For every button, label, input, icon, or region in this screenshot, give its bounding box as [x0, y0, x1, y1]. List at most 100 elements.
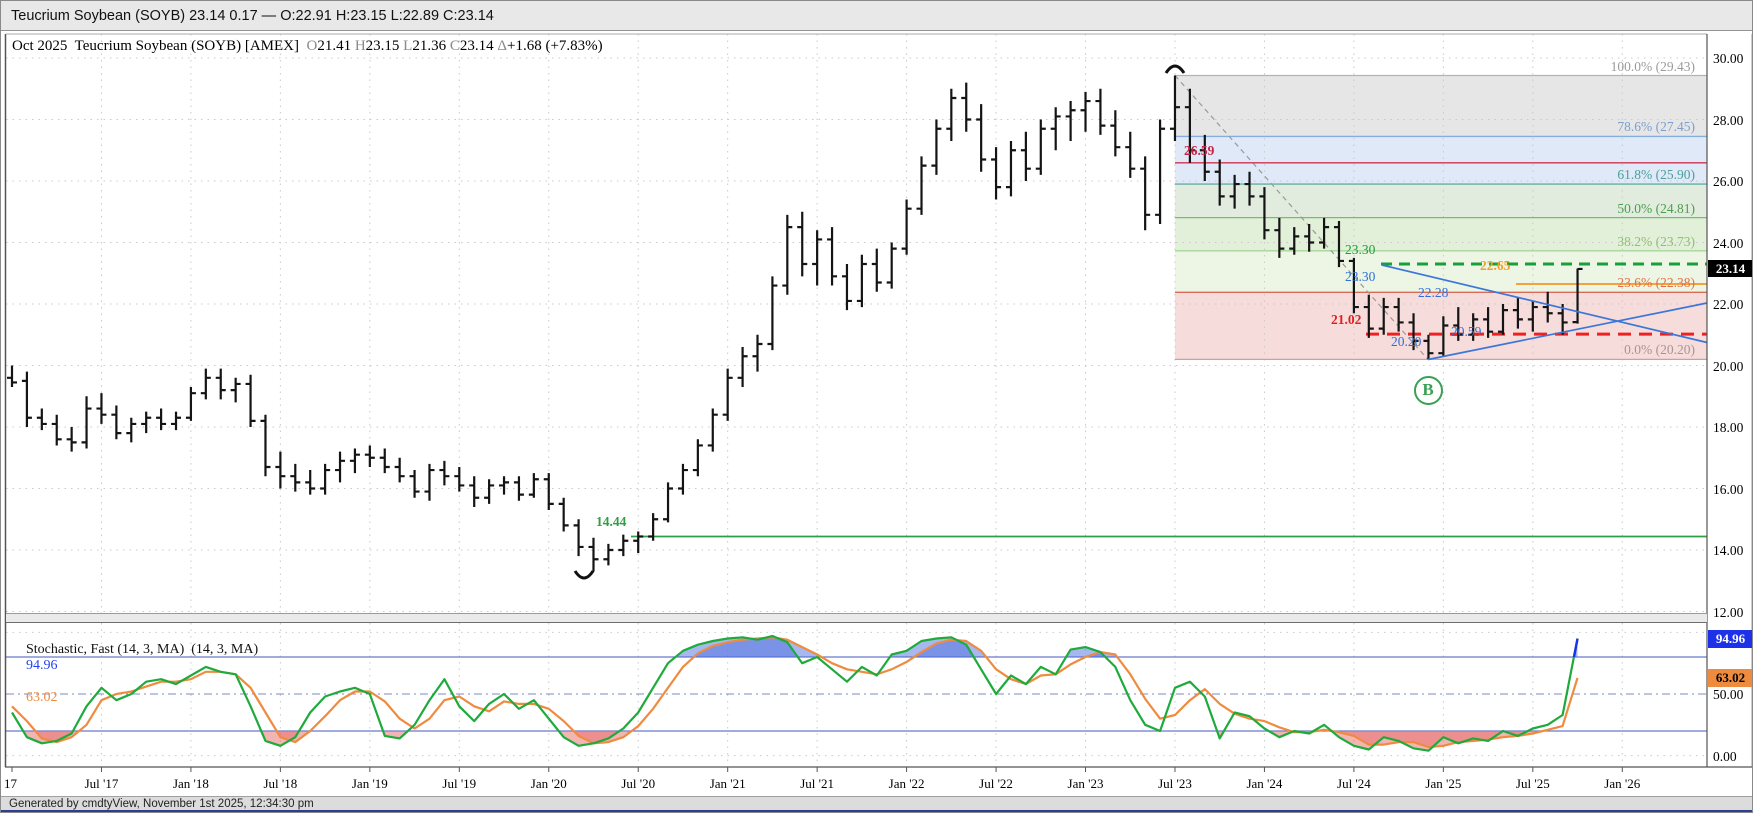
x-axis-label: Jul '23	[1158, 776, 1192, 791]
stoch-oversold-fill	[276, 731, 311, 743]
chart-header-segment: L	[403, 38, 413, 54]
x-axis-label: Jul '25	[1515, 776, 1550, 791]
chart-header-segment: C	[449, 38, 460, 54]
x-axis-label: Jan '18	[172, 776, 209, 791]
x-axis-label: Jan '26	[1604, 776, 1641, 791]
x-axis-label: Jul '20	[621, 776, 656, 791]
stoch-oversold-fill	[558, 731, 620, 746]
title-bar-text: Teucrium Soybean (SOYB) 23.14 0.17 — O:2…	[11, 7, 494, 24]
hline-21-02-label[interactable]: 21.02	[1331, 312, 1362, 327]
fibonacci-zone[interactable]	[1174, 75, 1707, 360]
price-axis-label: 14.00	[1713, 543, 1744, 558]
title-bar: Teucrium Soybean (SOYB) 23.14 0.17 — O:2…	[1, 1, 1752, 31]
trendline-price-20-20[interactable]: 20.20	[1391, 334, 1422, 349]
x-axis-label: Jan '19	[351, 776, 388, 791]
x-axis-label: Jul '18	[263, 776, 298, 791]
stochastic-legend[interactable]: Stochastic, Fast (14, 3, MA) (14, 3, MA)…	[12, 626, 262, 722]
bottom-accent-bar	[1, 810, 1752, 812]
stoch-k-line-tip	[1572, 638, 1579, 658]
footer-text: Generated by cmdtyView, November 1st 202…	[9, 797, 314, 810]
stoch-oversold-fill	[1268, 731, 1314, 738]
stoch-overbought-fill	[1085, 652, 1118, 657]
trendline-start-price[interactable]: 23.30	[1345, 269, 1376, 284]
legend-spacer	[26, 674, 30, 689]
stoch-oversold-fill	[1217, 731, 1224, 739]
x-axis-label: Jan '25	[1425, 776, 1462, 791]
fib-level-label: 23.6% (22.38)	[1617, 275, 1695, 291]
stoch-oversold-fill	[261, 731, 299, 746]
chart-header-segment: Teucrium Soybean (SOYB) [AMEX]	[67, 38, 307, 54]
hline-26-59-label[interactable]: 26.59	[1184, 143, 1215, 158]
x-axis-label: Jul '19	[442, 776, 477, 791]
chart-header-segment: 21.41	[317, 38, 355, 54]
chart-header: Oct 2025 Teucrium Soybean (SOYB) [AMEX] …	[12, 38, 603, 55]
x-axis-label: Jul '24	[1337, 776, 1371, 791]
x-axis-label: Jan '23	[1067, 776, 1104, 791]
price-axis-label: 30.00	[1713, 51, 1744, 66]
chart-header-segment: 23.15	[365, 38, 404, 54]
chart-header-segment: +1.68 (+7.83%)	[507, 38, 603, 54]
chart-header-segment: H	[354, 38, 366, 54]
fib-anchor-diagonal[interactable]	[1174, 75, 1429, 360]
stochastic-d-value: 63.02	[26, 690, 58, 705]
stoch-overbought-fill	[889, 637, 974, 657]
stoch-overbought-fill	[675, 636, 798, 657]
stoch-overbought-fill	[693, 637, 822, 657]
stochastic-k-value: 94.96	[26, 658, 58, 673]
stoch-oversold-fill	[35, 731, 80, 743]
fib-level-label: 61.8% (25.90)	[1617, 167, 1695, 183]
stoch-overbought-fill	[1574, 638, 1578, 657]
x-axis-label: Jul '22	[979, 776, 1013, 791]
last-price-badge: 23.14	[1708, 259, 1752, 277]
x-axis-label: Jul '21	[800, 776, 835, 791]
chart-header-segment: O	[306, 38, 318, 54]
x-axis-label: 17	[4, 776, 17, 791]
chart-header-segment: Oct 2025	[12, 38, 68, 54]
stoch-oversold-fill	[23, 731, 73, 744]
hline-14-44-label[interactable]: 14.44	[596, 514, 627, 529]
fib-level-label: 38.2% (23.73)	[1617, 233, 1695, 249]
stoch-oversold-fill	[573, 731, 632, 744]
hline-23-30-label[interactable]: 23.30	[1345, 242, 1376, 257]
x-axis-label: Jan '21	[709, 776, 746, 791]
chart-header-segment: 21.36	[412, 38, 450, 54]
trendline-price-20-59[interactable]: 20.59	[1451, 324, 1482, 339]
price-axis-label: 20.00	[1713, 358, 1744, 374]
price-axis-label: 18.00	[1713, 420, 1744, 435]
trendline-price-22-28[interactable]: 22.28	[1418, 285, 1449, 300]
x-axis-label: Jan '20	[530, 776, 567, 791]
stoch-overbought-fill	[914, 639, 987, 657]
fib-level-label: 78.6% (27.45)	[1617, 119, 1695, 135]
stochastic-legend-title: Stochastic, Fast (14, 3, MA) (14, 3, MA)	[26, 642, 262, 657]
stoch-oversold-fill	[383, 731, 408, 739]
stoch-oversold-fill	[1331, 731, 1543, 747]
chart-header-segment: Δ	[497, 38, 508, 54]
stoch-k-badge: 94.96	[1708, 629, 1752, 648]
footer-bar: Generated by cmdtyView, November 1st 202…	[1, 796, 1752, 810]
price-axis-label: 12.00	[1713, 604, 1744, 620]
price-axis-label: 24.00	[1713, 235, 1744, 251]
fibonacci-level-lines[interactable]	[1174, 74, 1707, 361]
stoch-oversold-fill	[1331, 731, 1528, 751]
stoch-axis-label: 0.00	[1713, 748, 1737, 764]
fib-level-label: 100.0% (29.43)	[1610, 58, 1695, 74]
stoch-d-badge: 63.02	[1708, 668, 1752, 687]
stoch-axis-label: 50.00	[1713, 687, 1744, 702]
hline-22-65-label[interactable]: 22.65	[1480, 258, 1511, 273]
fib-level-label: 0.0% (20.20)	[1624, 342, 1695, 358]
price-axis-label: 22.00	[1713, 297, 1744, 312]
stoch-oversold-fill	[1290, 731, 1317, 733]
swing-low-marker[interactable]	[573, 570, 595, 580]
price-axis-label: 26.00	[1713, 174, 1744, 189]
circle-b-marker[interactable]: B	[1413, 375, 1443, 405]
price-axis-label: 16.00	[1713, 481, 1744, 497]
x-axis-label: Jul '17	[84, 776, 119, 791]
x-axis-label: Jan '24	[1246, 776, 1283, 791]
stoch-overbought-fill	[1066, 647, 1106, 657]
panel-divider[interactable]	[6, 613, 1707, 623]
x-axis-label: Jan '22	[888, 776, 925, 791]
price-axis-label: 28.00	[1713, 112, 1744, 128]
fib-level-label: 50.0% (24.81)	[1617, 200, 1695, 216]
chart-header-segment: 23.14	[459, 38, 498, 54]
